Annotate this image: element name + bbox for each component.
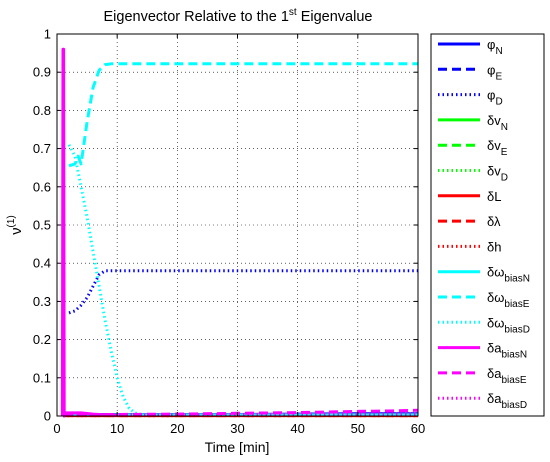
legend-label-subscript: biasN: [501, 350, 527, 361]
y-tick-label: 0.8: [33, 103, 51, 118]
legend-label: δλ: [487, 214, 501, 229]
legend-label: δabiasD: [487, 391, 527, 411]
legend-label-subscript: biasD: [501, 400, 527, 411]
legend-label: δvD: [487, 164, 508, 184]
legend-item: δλ: [438, 214, 501, 229]
legend-label-main: δω: [487, 315, 504, 330]
y-tick-label: 0.7: [33, 141, 51, 156]
legend-label-main: φ: [487, 88, 495, 103]
legend-label: δvN: [487, 113, 508, 133]
legend-label-main: δa: [487, 366, 502, 381]
chart-title-tail: Eigenvalue: [297, 9, 373, 25]
y-tick-label: 0.3: [33, 294, 51, 309]
legend-label-subscript: E: [501, 147, 508, 158]
legend-item: δvD: [438, 164, 508, 184]
legend-items: φNφEφDδvNδvEδvDδLδλδhδωbiasNδωbiasEδωbia…: [438, 37, 530, 411]
x-tick-label: 50: [351, 421, 365, 436]
x-tick-label: 60: [411, 421, 425, 436]
legend-label: δωbiasN: [487, 265, 530, 285]
legend-label-subscript: E: [495, 71, 502, 82]
y-tick-label: 0.5: [33, 218, 51, 233]
legend-label-main: δL: [487, 189, 501, 204]
legend-label-main: δa: [487, 341, 502, 356]
legend-label-subscript: N: [501, 122, 508, 133]
axis-ticks: 0 10 20 30 40 50 60 0 0.1 0.2 0.3 0.4 0.5 0.6 0.7 0.8 0.…: [33, 27, 425, 437]
legend-label: φN: [487, 37, 503, 57]
legend-label: δabiasN: [487, 341, 527, 361]
legend-label-main: δv: [487, 164, 501, 179]
x-tick-label: 0: [53, 421, 60, 436]
legend-label-subscript: N: [495, 46, 502, 57]
legend-item: δabiasE: [438, 366, 527, 386]
legend-label: δabiasE: [487, 366, 527, 386]
x-tick-label: 20: [170, 421, 184, 436]
legend-label: δvE: [487, 138, 508, 158]
y-tick-label: 0.2: [33, 332, 51, 347]
legend-label-subscript: D: [495, 97, 502, 108]
legend-item: φE: [438, 62, 502, 82]
y-tick-label: 0.6: [33, 179, 51, 194]
y-tick-label: 1: [44, 27, 51, 42]
legend-label-main: φ: [487, 37, 495, 52]
series-line-δabiasd: [63, 412, 419, 417]
legend-label-subscript: biasD: [504, 324, 530, 335]
legend-label: δL: [487, 189, 501, 204]
chart-title: Eigenvector Relative to the 1st Eigenval…: [104, 7, 373, 25]
legend-label-main: δλ: [487, 214, 501, 229]
legend-item: φN: [438, 37, 503, 57]
legend-label-main: δh: [487, 239, 501, 254]
x-axis-label: Time [min]: [205, 439, 270, 455]
legend-label: φD: [487, 88, 503, 108]
legend-item: δωbiasD: [438, 315, 530, 335]
x-tick-label: 30: [230, 421, 244, 436]
legend-label-subscript: biasE: [504, 299, 529, 310]
legend-label-subscript: biasN: [504, 274, 530, 285]
legend-label: δh: [487, 239, 501, 254]
legend-item: δvE: [438, 138, 508, 158]
legend-item: δh: [438, 239, 501, 254]
legend-label-main: δω: [487, 265, 504, 280]
legend-label-main: δω: [487, 290, 504, 305]
chart-title-superscript: st: [289, 7, 297, 18]
series-line-φd: [68, 269, 418, 315]
y-tick-label: 0.4: [33, 256, 51, 271]
legend-item: δvN: [438, 113, 508, 133]
legend-label-main: φ: [487, 62, 495, 77]
legend-item: δL: [438, 189, 501, 204]
y-axis-label-main: ν: [9, 227, 25, 234]
x-tick-label: 40: [290, 421, 304, 436]
legend-item: δωbiasE: [438, 290, 530, 310]
legend: φNφEφDδvNδvEδvDδLδλδhδωbiasNδωbiasEδωbia…: [430, 33, 545, 417]
legend-item: φD: [438, 88, 503, 108]
y-axis-label: ν(1): [6, 215, 25, 234]
legend-item: δωbiasN: [438, 265, 530, 285]
y-axis-label-superscript: (1): [6, 215, 17, 227]
legend-label-subscript: D: [501, 173, 508, 184]
legend-label: δωbiasD: [487, 315, 530, 335]
grid-lines: [57, 34, 418, 416]
legend-box: [430, 33, 545, 417]
series-line-δωbiase: [68, 62, 418, 168]
y-tick-label: 0: [44, 409, 51, 424]
legend-label: δωbiasE: [487, 290, 530, 310]
legend-label-subscript: biasE: [501, 375, 526, 386]
legend-item: δabiasD: [438, 391, 527, 411]
y-tick-label: 0.9: [33, 65, 51, 80]
x-tick-label: 10: [110, 421, 124, 436]
legend-label-main: δv: [487, 113, 501, 128]
legend-label: φE: [487, 62, 502, 82]
legend-label-main: δa: [487, 391, 502, 406]
legend-item: δabiasN: [438, 341, 527, 361]
legend-label-main: δv: [487, 138, 501, 153]
y-tick-label: 0.1: [33, 370, 51, 385]
chart-title-main: Eigenvector Relative to the 1: [104, 9, 289, 25]
